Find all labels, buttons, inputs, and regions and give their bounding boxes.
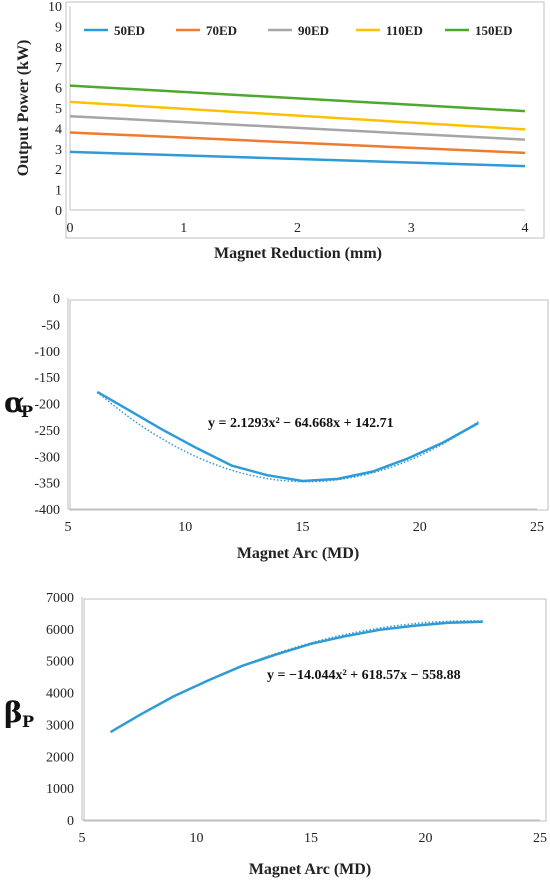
chart2-ylabel-symbol: α [4, 386, 26, 419]
chart3-ytick-label: 4000 [46, 687, 74, 702]
chart3-ytick-label: 3000 [46, 718, 74, 733]
chart1-ytick-label: 1 [55, 184, 62, 199]
chart3-xtick-label: 15 [304, 831, 318, 846]
chart2-ytick-label: -150 [34, 371, 60, 386]
chart3-xtick-label: 10 [190, 831, 204, 846]
chart1-ytick-label: 3 [55, 143, 62, 158]
chart2-xtick-label: 15 [296, 520, 310, 535]
chart3-series-line [109, 620, 483, 734]
chart2-xtick-label: 5 [65, 520, 72, 535]
legend-label-70ED: 70ED [206, 23, 237, 38]
chart2-xtick-label: 25 [530, 520, 544, 535]
chart2-ytick-label: -300 [34, 450, 60, 465]
chart2-xtick-label: 10 [178, 520, 192, 535]
chart2-frame [69, 299, 549, 511]
beta-p-chart: β P Magnet Arc (MD) y = −14.044x² + 618.… [4, 591, 547, 878]
chart3-ytick-label: 1000 [46, 782, 74, 797]
chart3-ytick-label: 0 [67, 814, 74, 829]
chart1-xtick-label: 2 [294, 221, 301, 236]
chart1-ytick-label: 4 [55, 122, 62, 137]
legend-label-150ED: 150ED [475, 23, 513, 38]
chart2-ylabel-sub: P [21, 402, 33, 421]
chart2-equation: y = 2.1293x² − 64.668x + 142.71 [208, 416, 394, 431]
legend-label-50ED: 50ED [114, 23, 145, 38]
chart1-xtick-label: 4 [522, 221, 529, 236]
output-power-chart: Output Power (kW) Magnet Reduction (mm) … [15, 0, 545, 262]
chart1-series-line-110ED [69, 100, 526, 131]
chart1-ytick-label: 5 [55, 102, 62, 117]
chart1-series-line-50ED [69, 150, 526, 168]
chart2-ytick-label: -200 [34, 398, 60, 413]
chart1-series-line-90ED [69, 114, 526, 141]
chart2-xtick-label: 20 [413, 520, 427, 535]
chart3-equation: y = −14.044x² + 618.57x − 558.88 [267, 668, 461, 683]
chart1-ytick-label: 6 [55, 82, 62, 97]
chart1-xtick-label: 3 [408, 221, 415, 236]
chart1-ylabel: Output Power (kW) [15, 40, 32, 177]
chart3-xtick-label: 25 [533, 831, 547, 846]
chart1-ytick-label: 7 [55, 61, 62, 76]
legend-label-110ED: 110ED [386, 23, 423, 38]
chart2-ytick-label: -50 [41, 318, 60, 333]
chart3-trendline [110, 620, 483, 733]
chart3-ylabel-sub: P [22, 712, 34, 731]
chart3-ytick-label: 5000 [46, 655, 74, 670]
chart1-ytick-label: 10 [48, 0, 62, 15]
chart1-series-line-150ED [69, 84, 526, 113]
chart3-ytick-label: 7000 [46, 591, 74, 606]
chart2-xlabel: Magnet Arc (MD) [237, 545, 359, 562]
chart1-ytick-label: 8 [55, 41, 62, 56]
chart3-xtick-label: 5 [79, 831, 86, 846]
chart2-series-line [96, 390, 480, 483]
chart1-frame [65, 1, 545, 239]
chart2-ytick-label: -250 [34, 424, 60, 439]
chart1-series-line-70ED [69, 131, 526, 155]
chart2-ytick-label: -400 [34, 503, 60, 518]
chart3-ylabel-symbol: β [4, 696, 23, 729]
chart3-frame [83, 598, 547, 822]
alpha-p-chart: α P Magnet Arc (MD) y = 2.1293x² − 64.66… [4, 292, 549, 562]
chart1-xtick-label: 1 [180, 221, 187, 236]
chart3-xlabel: Magnet Arc (MD) [249, 861, 371, 878]
chart3-ytick-label: 6000 [46, 623, 74, 638]
chart2-ytick-label: -100 [34, 345, 60, 360]
chart1-ytick-label: 2 [55, 163, 62, 178]
chart1-ytick-label: 9 [55, 20, 62, 35]
legend-label-90ED: 90ED [298, 23, 329, 38]
chart1-ytick-label: 0 [55, 204, 62, 219]
chart1-xlabel: Magnet Reduction (mm) [214, 245, 382, 262]
chart2-ytick-label: 0 [53, 292, 60, 307]
chart2-ytick-label: -350 [34, 477, 60, 492]
chart2-trendline [96, 391, 479, 483]
chart3-xtick-label: 20 [419, 831, 433, 846]
chart1-xtick-label: 0 [67, 221, 74, 236]
chart3-ytick-label: 2000 [46, 750, 74, 765]
